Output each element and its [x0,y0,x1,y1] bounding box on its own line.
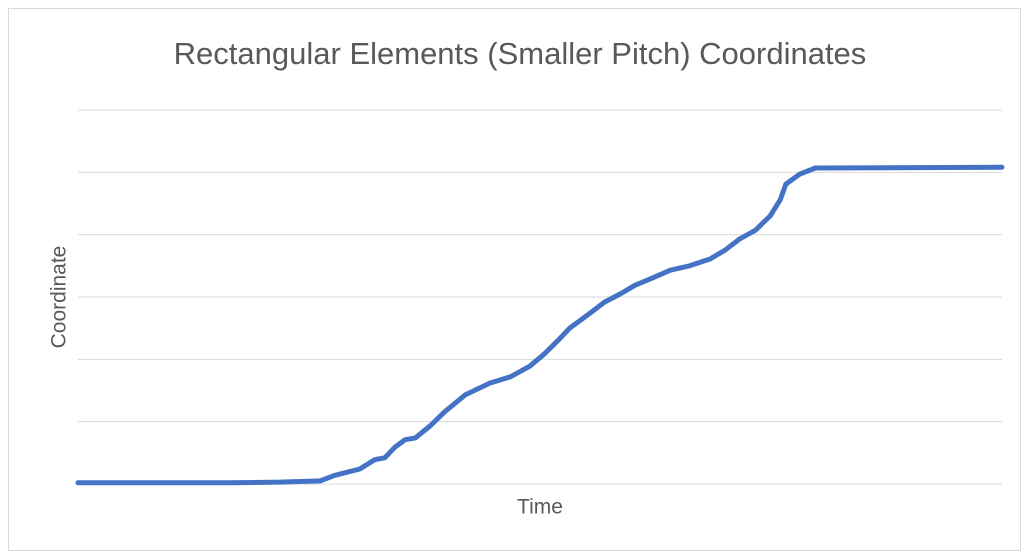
chart-title: Rectangular Elements (Smaller Pitch) Coo… [174,36,867,71]
x-axis-label: Time [517,496,563,519]
y-axis-label: Coordinate [48,246,71,349]
chart-frame [8,8,1021,551]
data-line [75,164,1005,486]
